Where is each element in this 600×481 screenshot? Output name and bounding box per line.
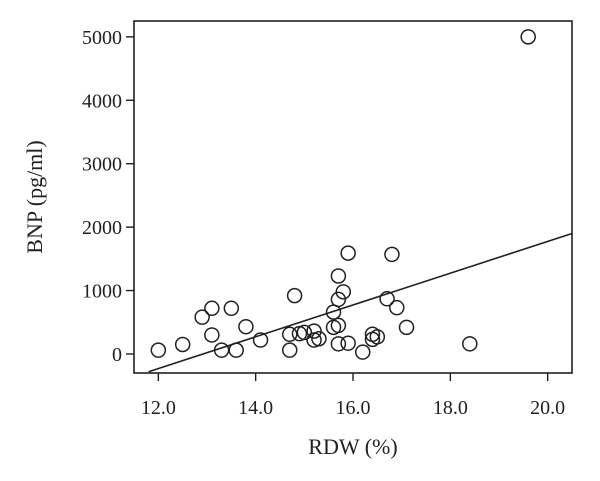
plot-frame [133,20,573,374]
data-point [252,332,269,348]
data-point [369,329,386,345]
data-point [379,291,395,307]
data-point [462,336,478,352]
data-point [150,342,167,358]
data-point [311,331,327,347]
y-tick-label: 2000 [82,217,122,239]
data-point [228,342,244,358]
y-tick-label: 5000 [82,27,122,49]
data-point [281,342,298,358]
data-point [340,245,356,261]
data-point [330,268,347,284]
x-tick-label: 20.0 [530,397,565,419]
data-point [174,336,191,353]
data-point [389,299,405,316]
y-tick-label: 0 [112,344,122,366]
data-points [150,29,536,360]
data-point [194,309,210,325]
data-point [330,336,347,352]
data-point [330,317,347,334]
data-point [281,326,298,343]
data-point [204,327,220,343]
y-tick-label: 1000 [82,281,122,303]
data-point [520,29,536,45]
x-tick-label: 12.0 [141,397,176,419]
data-point [296,324,313,341]
y-tick-label: 4000 [82,90,122,112]
y-axis-ticks: 0 1000 2000 3000 4000 5000 [82,27,134,366]
data-point [335,284,352,300]
x-tick-label: 18.0 [433,397,468,419]
data-point [291,325,308,342]
y-tick-label: 3000 [82,154,122,176]
data-point [238,318,254,335]
y-axis-title: BNP (pg/ml) [22,140,47,253]
data-point [330,291,347,308]
x-axis-ticks: 12.0 14.0 16.0 18.0 20.0 [141,373,565,419]
data-point [286,287,303,304]
regression-line [148,232,573,373]
data-point [398,319,415,336]
data-point [306,332,322,348]
x-tick-label: 16.0 [336,397,371,419]
data-point [306,323,322,339]
data-point [223,300,240,317]
data-point [204,300,220,317]
x-axis-title: RDW (%) [308,434,397,459]
x-tick-label: 14.0 [238,397,273,419]
data-point [384,246,400,263]
data-point [354,344,371,360]
data-point [340,335,356,351]
